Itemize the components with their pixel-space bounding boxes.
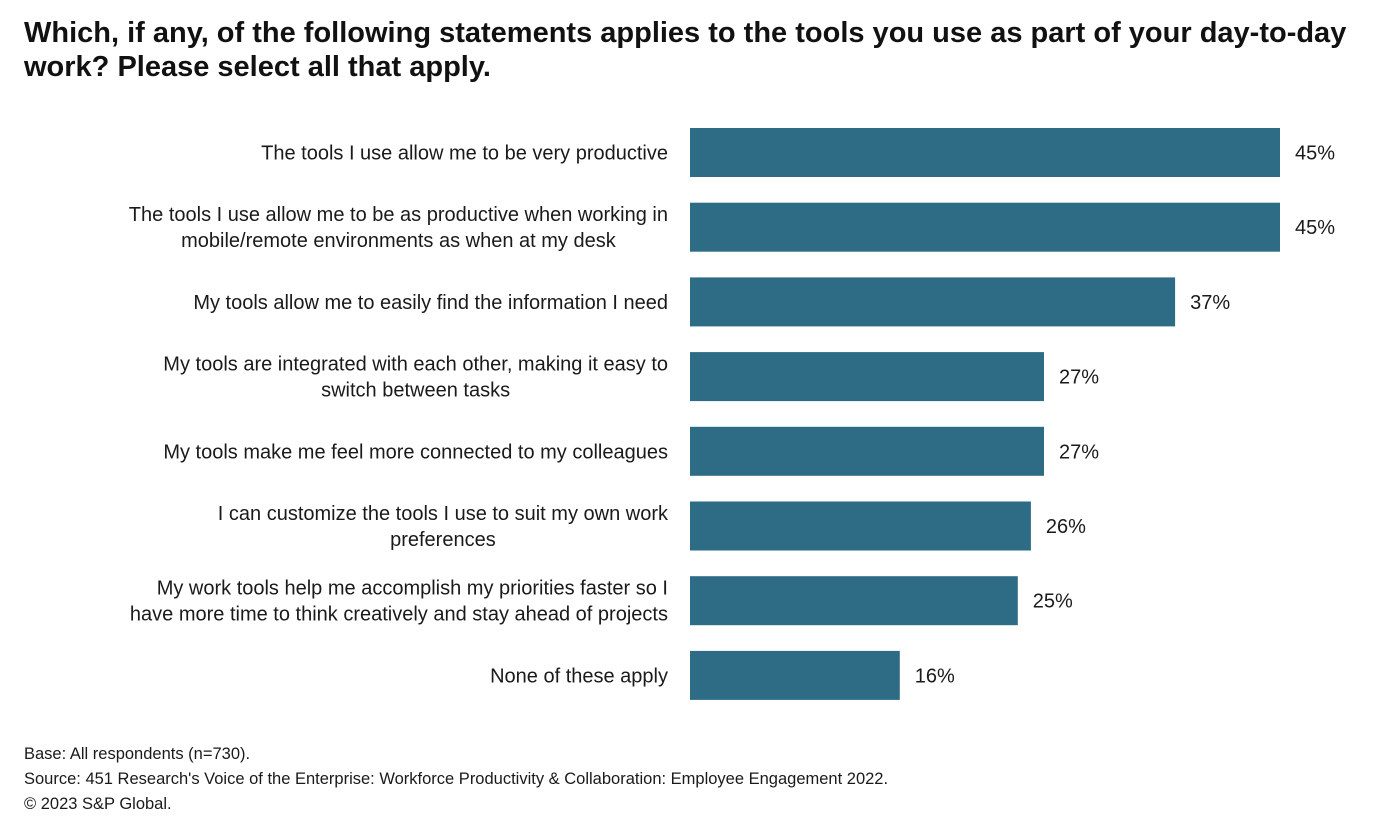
category-label-7: None of these apply [490,665,668,687]
footer-base: Base: All respondents (n=730). [24,745,251,763]
chart-footer: Base: All respondents (n=730). Source: 4… [24,742,888,817]
value-label-3: 27% [1059,367,1099,389]
footer-copyright: © 2023 S&P Global. [24,795,172,813]
category-label-4: My tools make me feel more connected to … [163,441,668,463]
category-label-6: My work tools help me accomplish my prio… [130,578,668,626]
category-label-6-line-1: have more time to think creatively and s… [130,604,668,626]
footer-source: Source: 451 Research's Voice of the Ente… [24,770,889,788]
bar-1 [690,202,1280,252]
bar-6 [690,576,1018,626]
category-label-3: My tools are integrated with each other,… [163,354,668,402]
bar-4 [690,426,1044,476]
category-label-7-line-0: None of these apply [490,665,668,687]
value-label-4: 27% [1059,441,1099,463]
value-label-2: 37% [1190,292,1230,314]
category-label-5-line-0: I can customize the tools I use to suit … [218,503,669,525]
category-label-3-line-1: switch between tasks [321,380,510,402]
bar-2 [690,277,1176,327]
category-label-2: My tools allow me to easily find the inf… [193,292,668,314]
category-label-3-line-0: My tools are integrated with each other,… [163,354,668,376]
category-label-5-line-1: preferences [390,529,496,551]
category-label-1: The tools I use allow me to be as produc… [129,204,668,252]
category-label-5: I can customize the tools I use to suit … [218,503,669,551]
chart-title: Which, if any, of the following statemen… [24,17,1347,83]
bar-7 [690,650,900,700]
category-label-6-line-0: My work tools help me accomplish my prio… [157,578,668,600]
bar-3 [690,352,1044,402]
value-label-6: 25% [1033,591,1073,613]
bar-5 [690,501,1031,551]
bar-chart: 45% The tools I use allow me to be very p… [129,128,1335,700]
bar-0 [690,128,1280,177]
category-label-1-line-0: The tools I use allow me to be as produc… [129,204,668,226]
category-label-0-line-0: The tools I use allow me to be very prod… [261,143,668,165]
value-label-5: 26% [1046,516,1086,538]
category-label-0: The tools I use allow me to be very prod… [261,143,668,165]
category-label-1-line-1: mobile/remote environments as when at my… [181,230,617,252]
value-label-1: 45% [1295,217,1335,239]
value-label-7: 16% [915,665,955,687]
value-label-0: 45% [1295,143,1335,165]
category-label-2-line-0: My tools allow me to easily find the inf… [193,292,668,314]
category-label-4-line-0: My tools make me feel more connected to … [163,441,668,463]
